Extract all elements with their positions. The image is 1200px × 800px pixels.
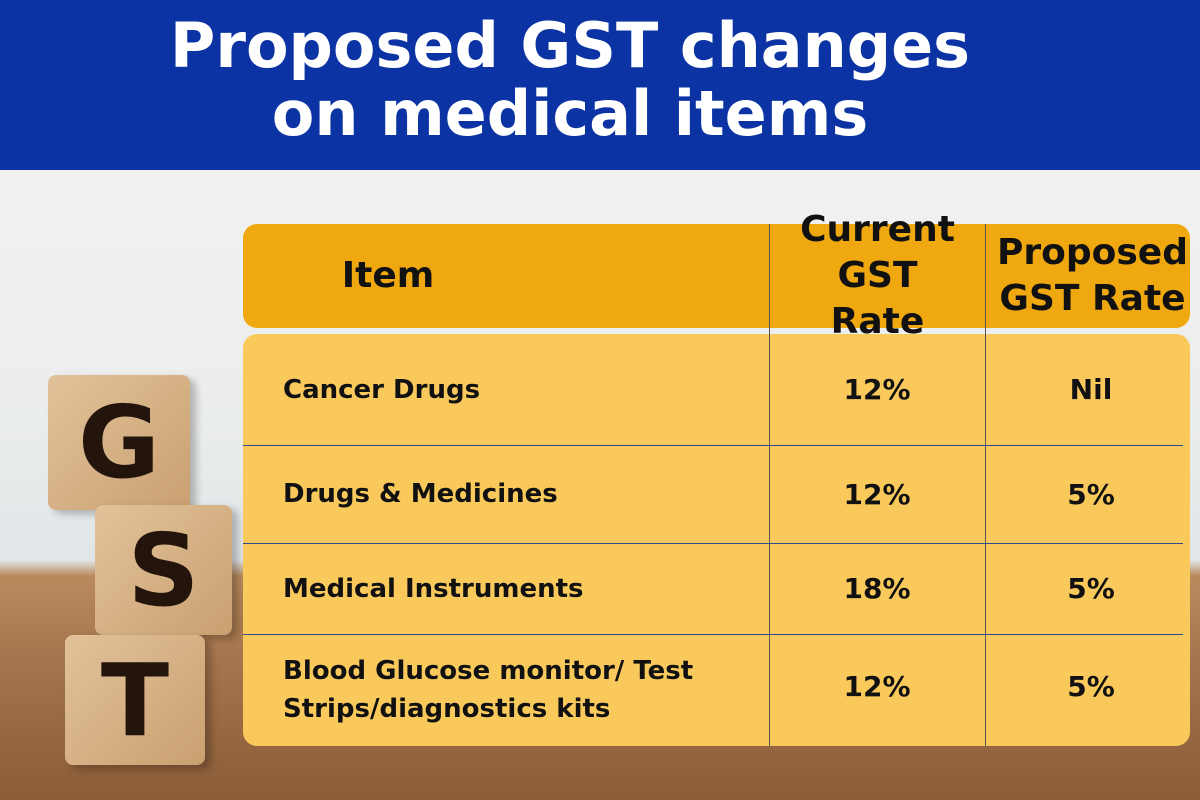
block-g: G (48, 375, 190, 510)
block-t: T (65, 635, 205, 765)
column-divider (985, 224, 986, 746)
item-cell: Cancer Drugs (283, 374, 481, 405)
header-current: Current GST Rate (800, 209, 955, 342)
current-cell: 12% (843, 477, 911, 511)
item-cell: Medical Instruments (283, 573, 584, 604)
row-divider (243, 445, 1183, 446)
table-header (243, 224, 1190, 328)
item-cell: Blood Glucose monitor/ Test Strips/diagn… (283, 656, 694, 724)
header-item: Item (341, 255, 435, 296)
proposed-cell: Nil (1069, 373, 1113, 406)
item-cell: Drugs & Medicines (283, 479, 558, 509)
table-body (243, 334, 1190, 746)
column-divider (769, 224, 770, 746)
current-cell: 12% (843, 373, 911, 406)
current-cell: 12% (843, 669, 911, 703)
header-proposed: Proposed GST Rate (997, 232, 1188, 319)
title-banner: Proposed GST changes on medical items (0, 0, 1200, 170)
current-cell: 18% (843, 572, 911, 605)
proposed-cell: 5% (1067, 572, 1115, 605)
proposed-cell: 5% (1067, 669, 1115, 703)
title-line-1: Proposed GST changes (169, 9, 971, 82)
block-s: S (95, 505, 232, 635)
row-divider (243, 634, 1183, 635)
row-divider (243, 543, 1183, 544)
title-line-2: on medical items (271, 77, 869, 150)
proposed-cell: 5% (1067, 477, 1115, 511)
